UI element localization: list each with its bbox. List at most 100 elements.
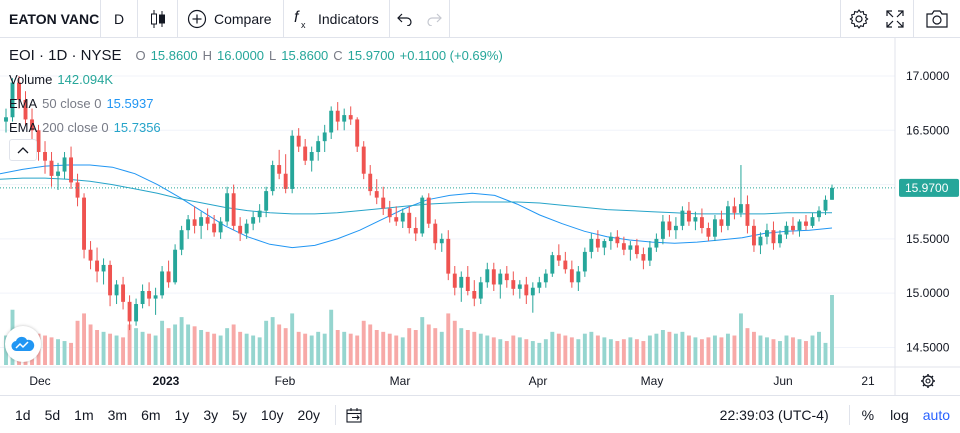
candle-body — [30, 119, 34, 131]
volume-bar — [608, 339, 613, 365]
volume-bar — [459, 328, 464, 365]
candle-body — [335, 110, 340, 122]
range-10y-button[interactable]: 10y — [260, 406, 284, 423]
settings-button[interactable] — [841, 8, 877, 30]
volume-bar — [791, 337, 795, 365]
candle-body — [348, 115, 353, 120]
candle-body — [400, 212, 405, 222]
candle-body — [179, 230, 184, 250]
volume-bar — [569, 337, 574, 365]
range-1m-button[interactable]: 1m — [74, 406, 94, 423]
range-5d-button[interactable]: 5d — [44, 406, 61, 423]
symbol-search-button[interactable]: EATON VANC — [0, 0, 101, 37]
legend-close-value: 15.9700 — [347, 48, 395, 63]
volume-bar — [491, 337, 496, 365]
axis-settings-icon[interactable] — [921, 374, 935, 388]
candle-body — [654, 238, 659, 248]
cloud-logo-icon — [11, 336, 35, 352]
volume-bar — [654, 333, 659, 365]
candle-body — [355, 119, 360, 147]
redo-icon[interactable] — [426, 12, 443, 26]
candle-body — [420, 197, 425, 234]
volume-bar — [43, 335, 47, 365]
candle-body — [17, 82, 21, 100]
volume-bar — [732, 335, 737, 365]
candle-body — [699, 217, 704, 229]
x-tick-label: May — [641, 374, 664, 388]
volume-bar — [199, 330, 204, 365]
legend-high-value: 16.0000 — [217, 48, 265, 63]
candle-body — [264, 191, 269, 211]
volume-bar — [101, 331, 106, 365]
range-1y-button[interactable]: 1y — [174, 406, 190, 423]
calendar-range-icon — [346, 407, 362, 423]
interval-button[interactable]: D — [101, 0, 138, 37]
volume-bar — [270, 317, 275, 365]
candle-body — [173, 249, 178, 283]
candle-body — [257, 210, 262, 218]
clock-timezone-button[interactable]: 22:39:03 (UTC-4) — [719, 406, 829, 423]
indicators-label: Indicators — [318, 10, 379, 27]
range-5y-button[interactable]: 5y — [232, 406, 247, 423]
candle-body — [452, 273, 457, 288]
chart-pane[interactable]: 17.0000 16.5000 16.0000 15.5000 15.0000 14.50… — [0, 38, 960, 395]
candle-body — [686, 210, 691, 222]
volume-bar — [530, 341, 535, 365]
screenshot-button[interactable] — [914, 9, 960, 28]
volume-bar — [628, 337, 633, 365]
undo-icon[interactable] — [396, 12, 413, 26]
log-scale-toggle[interactable]: log — [890, 406, 909, 423]
candle-body — [621, 243, 626, 250]
auto-scale-toggle[interactable]: auto — [922, 406, 950, 423]
candle-body — [758, 236, 763, 246]
candle-body — [244, 223, 249, 234]
candle-body — [784, 225, 789, 235]
candle-body — [719, 219, 724, 226]
candle-body — [238, 225, 243, 234]
volume-bar — [160, 320, 165, 365]
tradingview-logo-badge[interactable] — [5, 326, 41, 362]
fullscreen-button[interactable] — [877, 9, 913, 28]
last-price-tag — [899, 178, 959, 197]
candle-body — [140, 290, 145, 305]
svg-text:x: x — [301, 20, 306, 30]
candle-body — [745, 204, 750, 226]
volume-bar — [550, 331, 555, 365]
volume-bar — [192, 326, 197, 365]
candle-body — [576, 271, 581, 283]
volume-bar — [290, 313, 295, 365]
legend-volume-row[interactable]: Volume 142.094K — [9, 68, 503, 92]
legend-close-key: C — [333, 48, 343, 63]
legend-ema200-value: 15.7356 — [113, 120, 161, 135]
x-tick-label: Mar — [390, 374, 411, 388]
volume-bar — [348, 333, 353, 365]
compare-button[interactable]: Compare — [178, 0, 284, 37]
volume-bar — [355, 335, 360, 365]
range-3y-button[interactable]: 3y — [203, 406, 219, 423]
candle-body — [823, 199, 828, 211]
range-20y-button[interactable]: 20y — [297, 406, 321, 423]
range-3m-button[interactable]: 3m — [107, 406, 128, 423]
range-6m-button[interactable]: 6m — [141, 406, 161, 423]
volume-bar — [322, 333, 327, 365]
volume-bar — [205, 331, 210, 365]
axis-settings-ring — [922, 375, 934, 387]
percent-scale-toggle[interactable]: % — [861, 406, 875, 423]
candle-body — [75, 182, 80, 198]
range-1d-button[interactable]: 1d — [15, 406, 31, 423]
goto-date-button[interactable] — [346, 407, 364, 423]
legend-ema200-row[interactable]: EMA 200 close 0 15.7356 — [9, 116, 503, 140]
candle-body — [296, 135, 301, 147]
candle-body — [602, 241, 607, 248]
volume-bar — [478, 333, 483, 365]
legend-title[interactable]: EOI · 1D · NYSE — [9, 47, 122, 64]
indicators-button[interactable]: f x Indicators — [284, 0, 390, 37]
volume-bar — [147, 333, 152, 365]
chart-style-button[interactable] — [138, 0, 178, 37]
legend-collapse-button[interactable] — [9, 139, 37, 161]
candle-body — [634, 245, 639, 255]
volume-bar — [277, 324, 282, 365]
volume-bar — [296, 331, 301, 365]
volume-bar — [88, 324, 93, 365]
legend-ema50-row[interactable]: EMA 50 close 0 15.5937 — [9, 92, 503, 116]
